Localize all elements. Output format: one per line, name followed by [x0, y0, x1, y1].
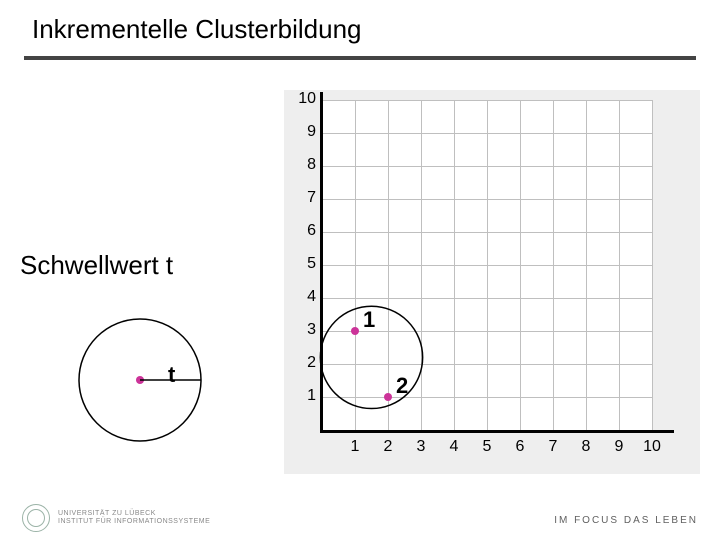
title-rule	[24, 56, 696, 60]
footer: UNIVERSITÄT ZU LÜBECK INSTITUT FÜR INFOR…	[22, 504, 210, 532]
threshold-svg	[68, 310, 228, 450]
threshold-label: t	[168, 362, 175, 388]
chart-overlay	[284, 90, 700, 474]
footer-text: UNIVERSITÄT ZU LÜBECK INSTITUT FÜR INFOR…	[58, 510, 210, 525]
point-label: 2	[396, 373, 408, 399]
point-label: 1	[363, 307, 375, 333]
university-seal-icon	[22, 504, 50, 532]
tagline: IM FOCUS DAS LEBEN	[554, 515, 698, 526]
data-point	[384, 393, 392, 401]
footer-line2: INSTITUT FÜR INFORMATIONSSYSTEME	[58, 518, 210, 526]
subtitle: Schwellwert t	[20, 250, 173, 281]
threshold-diagram: t	[68, 310, 228, 450]
slide-title: Inkrementelle Clusterbildung	[32, 14, 362, 45]
slide: Inkrementelle Clusterbildung Schwellwert…	[0, 0, 720, 540]
data-point	[351, 327, 359, 335]
chart-panel: 12345678910 12345678910 12	[284, 90, 700, 474]
footer-line1: UNIVERSITÄT ZU LÜBECK	[58, 510, 210, 518]
